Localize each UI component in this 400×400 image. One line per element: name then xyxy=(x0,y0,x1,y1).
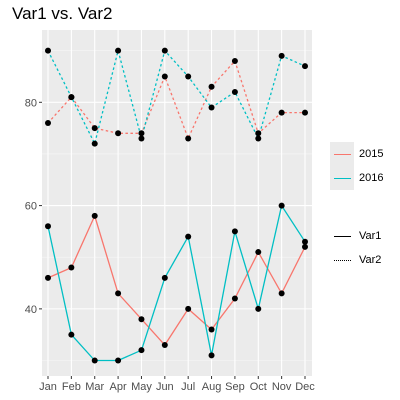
legend-key-var2 xyxy=(333,259,351,261)
legend-item-2016: 2016 xyxy=(330,166,383,190)
data-point-var1-2016 xyxy=(115,357,122,364)
data-point-var1-2016 xyxy=(278,202,285,209)
data-point-var2-2016 xyxy=(302,63,308,70)
data-point-var1-2016 xyxy=(91,357,98,364)
x-tick-label: Jan xyxy=(39,381,57,393)
data-point-var1-2016 xyxy=(161,274,168,281)
data-point-var2-2016 xyxy=(91,140,98,147)
data-point-var2-2015 xyxy=(91,125,98,132)
legend-label-var1: Var1 xyxy=(359,230,382,242)
data-point-var2-2016 xyxy=(161,47,168,54)
data-point-var1-2015 xyxy=(91,212,98,219)
legend-key-2016 xyxy=(333,177,351,179)
data-point-var1-2015 xyxy=(45,274,51,281)
data-point-var1-2015 xyxy=(68,264,75,271)
y-tick-label: 80 xyxy=(25,97,37,109)
data-point-var2-2015 xyxy=(115,130,122,137)
data-point-var1-2015 xyxy=(255,249,262,256)
series-line-var1-2016 xyxy=(47,203,306,362)
x-tick-label: Sep xyxy=(225,381,245,393)
data-point-var2-2016 xyxy=(255,135,262,142)
data-point-var2-2016 xyxy=(138,135,145,142)
x-tick-label: Apr xyxy=(110,381,127,393)
data-point-var2-2016 xyxy=(208,104,215,111)
x-tick-label: Mar xyxy=(85,381,104,393)
data-point-var1-2015 xyxy=(231,295,238,302)
legend-item-var2: Var2 xyxy=(330,248,381,272)
data-point-var1-2016 xyxy=(231,228,238,235)
data-point-var2-2015 xyxy=(302,109,308,116)
legend-item-var1: Var1 xyxy=(330,224,381,248)
data-point-var2-2015 xyxy=(45,119,51,126)
y-tick-label: 60 xyxy=(25,201,37,213)
data-point-var2-2015 xyxy=(278,109,285,116)
data-point-var1-2015 xyxy=(302,243,308,250)
data-point-var1-2015 xyxy=(161,342,168,349)
data-point-var1-2016 xyxy=(138,347,145,354)
data-point-var1-2015 xyxy=(278,290,285,297)
data-point-var2-2015 xyxy=(161,73,168,80)
x-axis: Jan Feb Mar Apr May Jun Jul Aug Sep Oct Nov Dec xyxy=(39,376,315,393)
data-point-var1-2015 xyxy=(115,290,122,297)
data-point-var1-2015 xyxy=(185,305,192,312)
year-legend: 2015 2016 xyxy=(330,142,383,190)
x-tick-label: Feb xyxy=(62,381,81,393)
data-point-var2-2015 xyxy=(208,83,215,90)
y-tick-label: 40 xyxy=(25,304,37,316)
data-point-var2-2015 xyxy=(255,130,262,137)
data-point-var2-2016 xyxy=(68,94,75,101)
legend-item-2015: 2015 xyxy=(330,142,383,166)
x-tick-label: Nov xyxy=(272,381,292,393)
data-point-var1-2016 xyxy=(302,238,308,245)
data-point-var1-2015 xyxy=(208,326,215,333)
x-tick-label: Oct xyxy=(250,381,267,393)
legend-label-var2: Var2 xyxy=(359,254,382,266)
data-point-var2-2015 xyxy=(185,135,192,142)
data-point-var2-2015 xyxy=(138,130,145,137)
data-point-var2-2016 xyxy=(278,52,285,59)
x-tick-label: Aug xyxy=(202,381,222,393)
data-point-var1-2016 xyxy=(208,352,215,359)
data-point-var2-2016 xyxy=(45,47,51,54)
data-point-var2-2016 xyxy=(185,73,192,80)
y-axis: 40 60 80 xyxy=(25,97,42,316)
points-layer xyxy=(45,47,308,364)
series-layer xyxy=(47,48,306,362)
x-tick-label: Jul xyxy=(181,381,195,393)
data-point-var1-2016 xyxy=(45,223,51,230)
series-line-var1-2015 xyxy=(47,214,306,347)
data-point-var1-2016 xyxy=(255,305,262,312)
legend-key-var1 xyxy=(333,235,351,237)
data-point-var2-2015 xyxy=(231,57,238,64)
x-tick-label: Jun xyxy=(156,381,174,393)
data-point-var1-2016 xyxy=(185,233,192,240)
series-line-var2-2016 xyxy=(47,48,306,146)
legend-label-2016: 2016 xyxy=(359,172,384,184)
x-tick-label: Dec xyxy=(295,381,315,393)
series-line-var2-2015 xyxy=(47,59,305,141)
data-point-var2-2016 xyxy=(231,88,238,95)
legend-key-2015 xyxy=(333,153,351,155)
var-legend: Var1 Var2 xyxy=(330,224,381,272)
legend-label-2015: 2015 xyxy=(359,148,384,160)
x-tick-label: May xyxy=(131,381,152,393)
data-point-var2-2016 xyxy=(115,47,122,54)
chart-title: Var1 vs. Var2 xyxy=(12,4,113,23)
data-point-var1-2015 xyxy=(138,316,145,323)
plot-background xyxy=(42,30,312,376)
data-point-var1-2016 xyxy=(68,331,75,338)
